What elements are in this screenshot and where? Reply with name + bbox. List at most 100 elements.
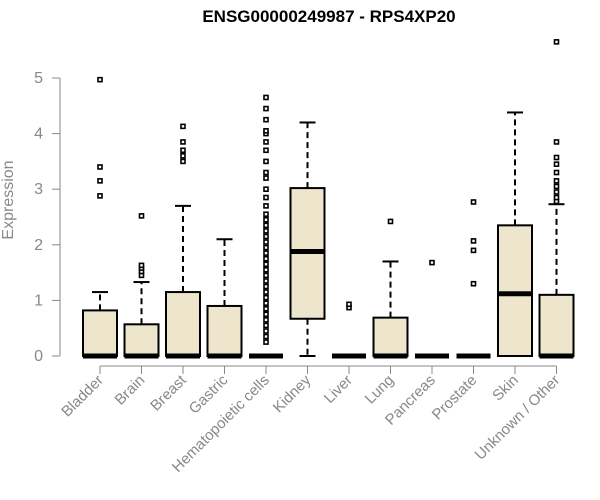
outlier-point [263,211,269,218]
x-tick-label: Lung [362,372,398,408]
outlier-point [263,228,269,234]
outlier-point [553,161,560,167]
box-bladder [82,76,118,359]
box-lung [372,218,409,359]
outlier-point [470,238,477,244]
x-tick-label: Kidney [270,371,315,416]
box-skin [497,111,533,357]
box-breast [165,123,201,359]
y-tick-label: 4 [34,126,43,143]
outlier-point [263,128,269,134]
outlier-point [263,239,269,245]
outlier-point [263,203,269,209]
outlier-point [553,194,560,201]
x-tick-label: Brain [112,372,149,409]
outlier-point [263,194,269,201]
outlier-point [263,311,269,318]
outlier-point [138,262,145,269]
outlier-point [138,213,145,219]
outlier-point [263,169,269,176]
outlier-point [553,169,560,176]
outlier-point [263,278,269,284]
outlier-point [553,39,560,45]
x-tick-label: Bladder [58,372,107,421]
x-tick-label: Liver [321,372,356,407]
outlier-point [180,153,186,159]
outlier-point [470,280,477,287]
outlier-point [387,218,394,225]
box-unknown-other [538,39,575,359]
outlier-point [263,94,269,101]
box-prostate [456,199,491,359]
y-tick-label: 2 [34,237,43,254]
outlier-point [429,259,435,266]
boxes-group [82,39,575,359]
box-iqr [497,224,533,357]
outlier-point [263,158,269,165]
box-pancreas [415,259,449,359]
outlier-point [180,123,186,130]
outlier-point [263,255,269,262]
chart-title: ENSG00000249987 - RPS4XP20 [202,7,455,26]
y-axis: 0 1 2 3 4 5 [34,70,61,365]
outlier-point [263,305,269,312]
outlier-point [263,322,269,329]
outlier-point [263,116,269,123]
outlier-point [263,283,269,290]
y-tick-label: 0 [34,348,43,365]
box-liver [332,301,366,359]
outlier-point [553,154,560,161]
y-tick-label: 1 [34,292,43,309]
outlier-point [97,193,103,199]
outlier-point [263,333,269,340]
x-tick-label: Skin [489,372,522,405]
outlier-point [180,158,186,165]
box-iqr [538,293,575,357]
outlier-point [263,289,269,295]
outlier-point [263,261,269,268]
outlier-point [553,183,560,190]
outlier-point [263,105,269,112]
outlier-point [470,199,477,205]
outlier-point [263,317,269,323]
x-axis [99,365,557,374]
box-gastric [206,238,243,359]
outlier-point [263,139,269,145]
box-hematopoietic-cells [249,94,283,359]
box-brain [123,213,160,359]
outlier-point [263,233,269,240]
outlier-point [263,250,269,256]
outlier-point [97,164,103,170]
y-axis-label: Expression [0,160,17,239]
y-tick-label: 5 [34,70,43,87]
outlier-point [346,301,352,308]
box-iqr [206,304,243,357]
outlier-point [180,139,186,145]
outlier-point [263,328,269,334]
outlier-point [263,339,269,345]
outlier-point [553,189,560,195]
box-kidney [289,121,326,357]
outlier-point [263,222,269,229]
x-tick-label: Breast [147,371,190,414]
box-iqr [372,316,409,357]
outlier-point [263,216,269,223]
outlier-point [180,147,186,154]
outlier-point [553,139,560,145]
outlier-point [263,186,269,192]
outlier-point [263,272,269,279]
x-tick-label: Prostate [429,372,481,424]
outlier-point [263,244,269,251]
outlier-point [263,294,269,301]
outlier-point [97,178,103,184]
outlier-point [263,267,269,273]
box-iqr [82,309,118,357]
y-tick-label: 3 [34,181,43,198]
box-iqr [123,323,160,358]
outlier-point [263,300,269,306]
outlier-point [97,76,103,83]
box-iqr [165,291,201,357]
outlier-point [470,247,477,254]
